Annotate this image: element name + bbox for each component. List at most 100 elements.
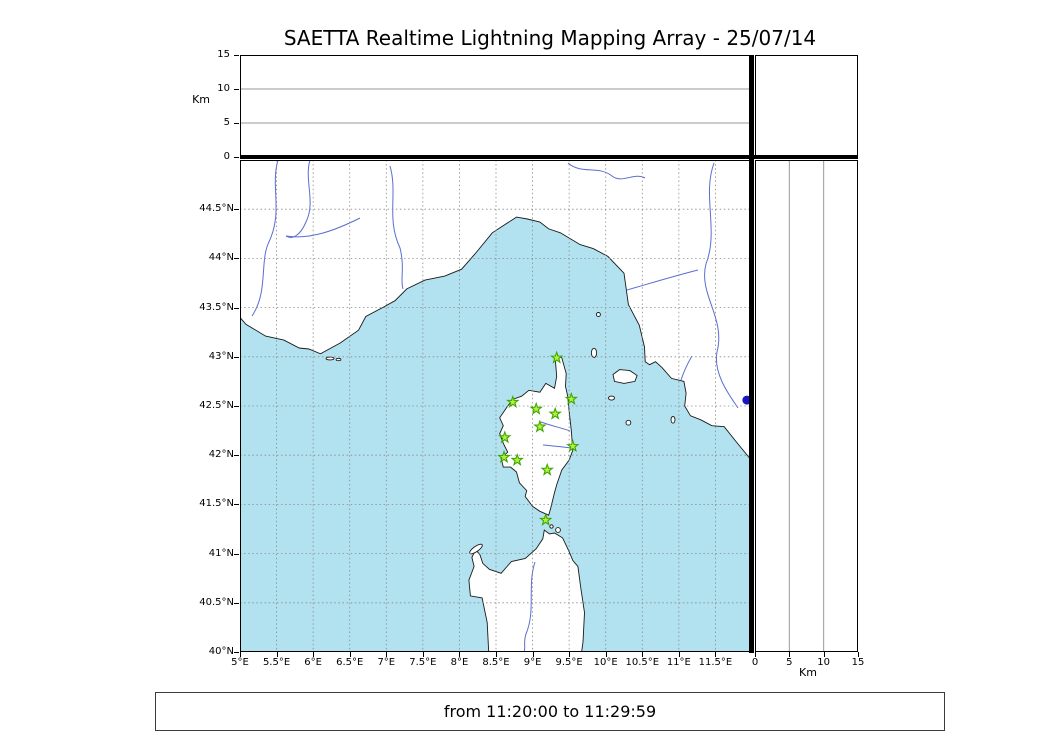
river-durance-upper [285,160,311,238]
river-arno [626,269,699,291]
river-var [389,165,404,290]
lon-tick-label: 10.5°E [625,657,660,668]
lon-tick-label: 10°E [593,657,618,668]
top-panel-grid [240,88,752,124]
maddalena-island-2 [549,524,554,529]
maddalena-island [555,527,561,533]
station-star-marker [564,391,579,405]
gorgona-island [595,312,601,317]
axis-tick [789,652,791,657]
lat-tick-label: 41°N [208,547,234,559]
lat-tick-label: 44.5°N [199,203,234,215]
divider-vertical [749,55,754,653]
axis-tick [532,652,534,657]
corsica-island [499,355,574,516]
axis-tick [234,209,239,211]
lon-tick-label: 6°E [304,657,322,668]
axis-tick [234,89,239,90]
rivers [251,160,739,652]
altitude-axis-label-top: Km [192,93,210,106]
river-tiber [704,162,739,409]
lat-tick-label: 43°N [208,350,234,362]
lat-tick-label: 42.5°N [199,400,234,411]
time-window-box: from 11:20:00 to 11:29:59 [155,692,945,731]
lon-tick-label: 9.5°E [555,657,583,668]
time-window-text: from 11:20:00 to 11:29:59 [443,702,657,721]
axis-tick [234,652,239,653]
corner-panel-frame [755,55,858,157]
axis-tick [823,652,825,657]
lat-tick-label: 42°N [208,449,234,461]
station-star-marker [538,512,553,526]
page-title: SAETTA Realtime Lightning Mapping Array … [283,26,817,50]
lat-tick-label: 41.5°N [199,498,234,510]
altitude-tick-label: 5 [223,117,230,128]
lon-tick-label: 11.5°E [698,657,733,668]
map-grid [240,160,752,652]
station-star-marker [529,401,543,415]
lon-tick-label: 7.5°E [409,657,437,668]
axis-tick [234,307,239,309]
axis-tick [642,652,644,657]
altitude-tick-label: 0 [751,657,759,668]
giglio-island [670,415,676,424]
sardinia-island [468,529,585,652]
station-star-marker [510,452,524,466]
altitude-tick-label: 15 [851,657,865,668]
axis-tick [858,652,859,657]
altitude-vs-latitude-panel [755,160,858,652]
axis-tick [605,652,607,657]
axis-tick [569,652,571,657]
altitude-tick-label: 0 [223,151,230,162]
altitude-vs-longitude-panel [240,55,752,157]
lon-tick-label: 5°E [231,657,249,668]
corner-panel [755,55,858,157]
lon-tick-label: 8°E [450,657,469,668]
station-star-marker [548,406,562,420]
axis-tick [422,652,424,657]
elba-island [612,369,638,384]
river-golo [540,421,571,432]
axis-tick [276,652,278,657]
river-sardinia [523,561,536,652]
lon-tick-label: 5.5°E [262,657,291,668]
axis-tick [678,652,680,657]
axis-tick [234,55,239,56]
lat-tick-label: 44°N [208,252,234,264]
porquerolles-island [325,356,335,361]
lat-tick-label: 40°N [208,646,234,657]
altitude-tick-label: 15 [217,49,230,60]
station-star-marker [540,462,554,476]
station-star-marker [497,450,511,464]
axis-tick [234,455,239,457]
station-star-marker [498,430,512,444]
axis-tick [234,602,239,604]
divider-horizontal [240,155,858,159]
axis-tick [234,157,239,158]
axis-tick [313,652,315,657]
station-star-marker [549,350,564,364]
axis-tick [234,123,239,124]
river-ombrone [680,355,693,381]
river-rhone [251,160,279,317]
axis-tick [234,504,239,506]
lon-tick-label: 8.5°E [482,657,510,668]
station-star-marker [566,439,580,453]
axis-tick [240,652,241,657]
axis-tick [755,652,756,657]
axis-tick [496,652,497,657]
station-star-marker [533,419,547,433]
station-star-marker [506,394,520,408]
lat-tick-label: 40.5°N [199,596,234,608]
lon-tick-label: 6.5°E [336,657,364,668]
mainland-coastline [240,160,752,462]
top-panel-frame [240,55,752,157]
lon-tick-label: 11°E [666,657,691,668]
axis-tick [234,406,239,407]
altitude-axis-label-right: Km [799,666,817,679]
montecristo-island [625,419,632,426]
axis-tick [459,652,461,657]
pianosa-island [608,395,615,401]
capraia-island [590,347,598,358]
